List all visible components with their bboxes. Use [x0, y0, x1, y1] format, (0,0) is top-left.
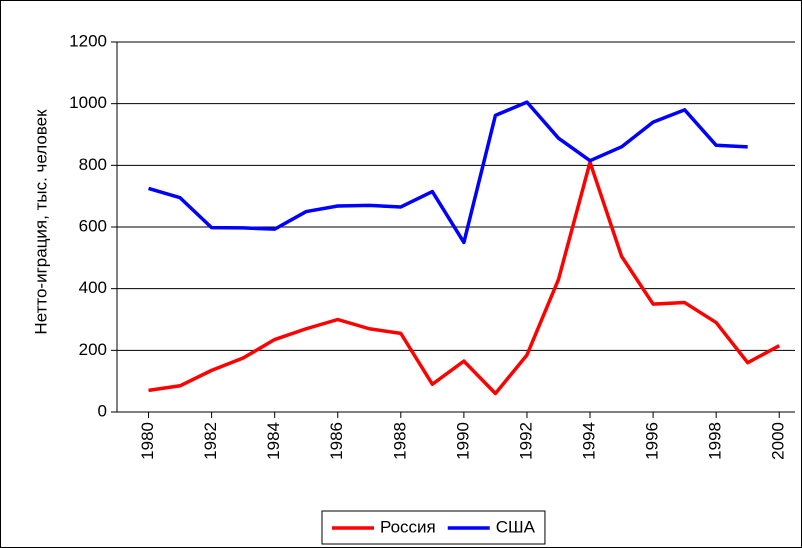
y-tick-label: 200 — [79, 340, 107, 359]
y-tick-label: 400 — [79, 278, 107, 297]
y-tick-label: 0 — [98, 401, 107, 420]
x-tick-label: 1992 — [516, 422, 535, 460]
y-tick-label: 800 — [79, 155, 107, 174]
y-tick-label: 1000 — [69, 93, 107, 112]
legend-label: США — [496, 517, 536, 536]
y-tick-label: 600 — [79, 216, 107, 235]
x-tick-label: 1990 — [453, 422, 472, 460]
x-tick-label: 1988 — [390, 422, 409, 460]
x-tick-label: 1984 — [264, 422, 283, 460]
x-tick-label: 1980 — [138, 422, 157, 460]
x-tick-label: 1994 — [580, 422, 599, 460]
x-tick-label: 1996 — [643, 422, 662, 460]
x-tick-label: 1982 — [201, 422, 220, 460]
series-line — [148, 160, 781, 396]
legend-label: Россия — [380, 517, 436, 536]
y-axis-label: Нетто-играция, тыс. человек — [31, 109, 50, 335]
x-tick-label: 2000 — [769, 422, 788, 460]
series-line — [148, 100, 748, 245]
x-tick-label: 1986 — [327, 422, 346, 460]
y-tick-label: 1200 — [69, 31, 107, 50]
x-tick-label: 1998 — [706, 422, 725, 460]
